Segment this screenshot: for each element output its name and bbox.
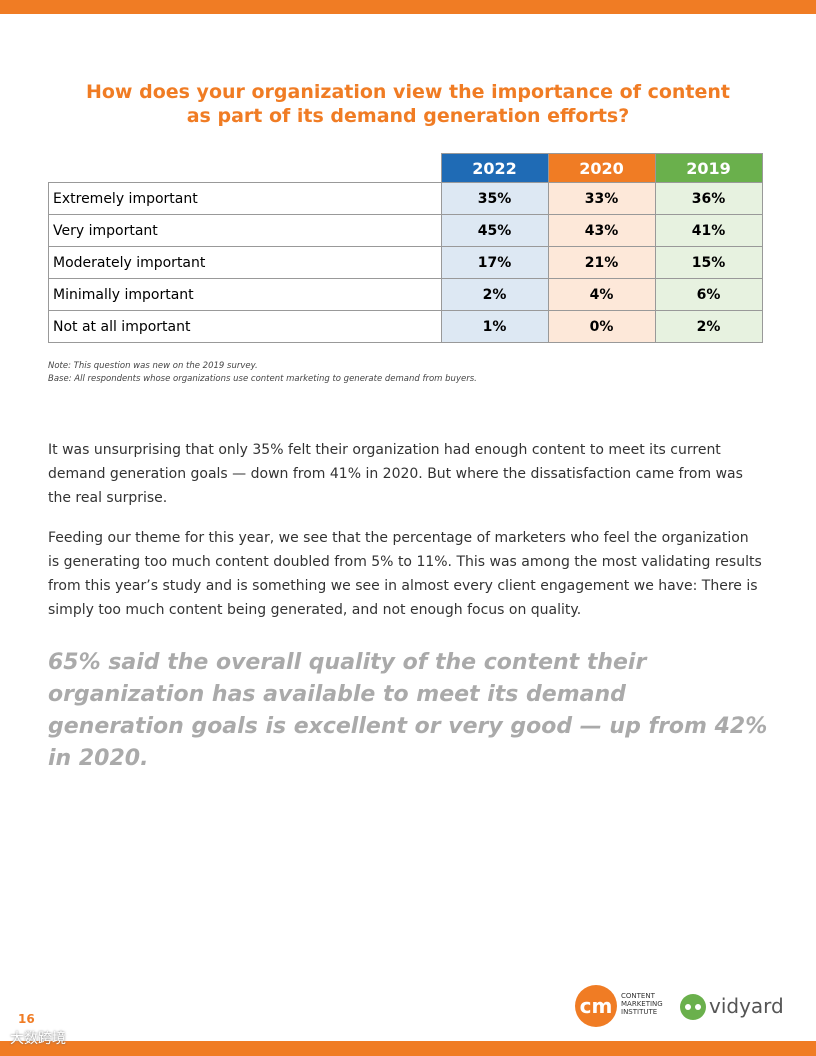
notes: Note: This question was new on the 2019 … [48, 360, 477, 386]
row: Not at all important 1% 0% 2% [48, 310, 763, 343]
cmi-text: MARKETING [621, 1000, 663, 1008]
row: Extremely important 35% 33% 36% [48, 182, 763, 215]
value-cell: 33% [547, 182, 656, 215]
logos: cm CONTENT MARKETING INSTITUTE vidyard [575, 985, 784, 1027]
body: It was unsurprising that only 35% felt t… [48, 438, 764, 638]
value-cell: 43% [547, 214, 656, 247]
header-blank [49, 154, 442, 183]
row-label: Not at all important [48, 310, 442, 343]
watermark: 大数跨境 [10, 1031, 66, 1047]
value-cell: 45% [440, 214, 549, 247]
cmi-text: CONTENT [621, 992, 656, 1000]
title-line: as part of its demand generation efforts… [186, 105, 630, 127]
value-cell: 36% [654, 182, 763, 215]
paragraph: Feeding our theme for this year, we see … [48, 530, 762, 618]
value-cell: 6% [654, 278, 763, 311]
vidyard-eye [695, 1004, 701, 1010]
value-cell: 21% [547, 246, 656, 279]
row-label: Moderately important [48, 246, 442, 279]
row: Moderately important 17% 21% 15% [48, 246, 763, 279]
value-cell: 41% [654, 214, 763, 247]
value-cell: 4% [547, 278, 656, 311]
row-label: Very important [48, 214, 442, 247]
column-header: 2020 [547, 153, 656, 183]
note: Base: All respondents whose organization… [48, 374, 477, 384]
page-number: 16 [18, 1012, 35, 1026]
title-line: How does your organization view the impo… [85, 81, 731, 103]
column-header: 2022 [440, 153, 549, 183]
value-cell: 17% [440, 246, 549, 279]
header-row: 2022 2020 2019 [49, 153, 763, 183]
row-label: Minimally important [48, 278, 442, 311]
paragraph: It was unsurprising that only 35% felt t… [48, 442, 743, 506]
note: Note: This question was new on the 2019 … [48, 361, 258, 371]
value-cell: 35% [440, 182, 549, 215]
row-label: Extremely important [48, 182, 442, 215]
vidyard-icon [680, 994, 706, 1020]
title: How does your organization view the impo… [0, 80, 816, 128]
value-cell: 15% [654, 246, 763, 279]
value-cell: 1% [440, 310, 549, 343]
top-bar [0, 0, 816, 14]
value-cell: 0% [547, 310, 656, 343]
value-cell: 2% [654, 310, 763, 343]
vidyard-text: vidyard [709, 994, 784, 1018]
cmi-text: INSTITUTE [621, 1008, 657, 1016]
value-cell: 2% [440, 278, 549, 311]
bottom-bar [0, 1041, 816, 1056]
vidyard-eye [685, 1004, 691, 1010]
cmi-logo [575, 985, 617, 1027]
cmi-mark: cm [580, 994, 613, 1018]
pull-quote: 65% said the overall quality of the cont… [48, 650, 768, 771]
column-header: 2019 [654, 153, 763, 183]
row: Minimally important 2% 4% 6% [48, 278, 763, 311]
row: Very important 45% 43% 41% [48, 214, 763, 247]
table: 2022 2020 2019 Extremely important 35% 33% 36%… [48, 153, 763, 343]
